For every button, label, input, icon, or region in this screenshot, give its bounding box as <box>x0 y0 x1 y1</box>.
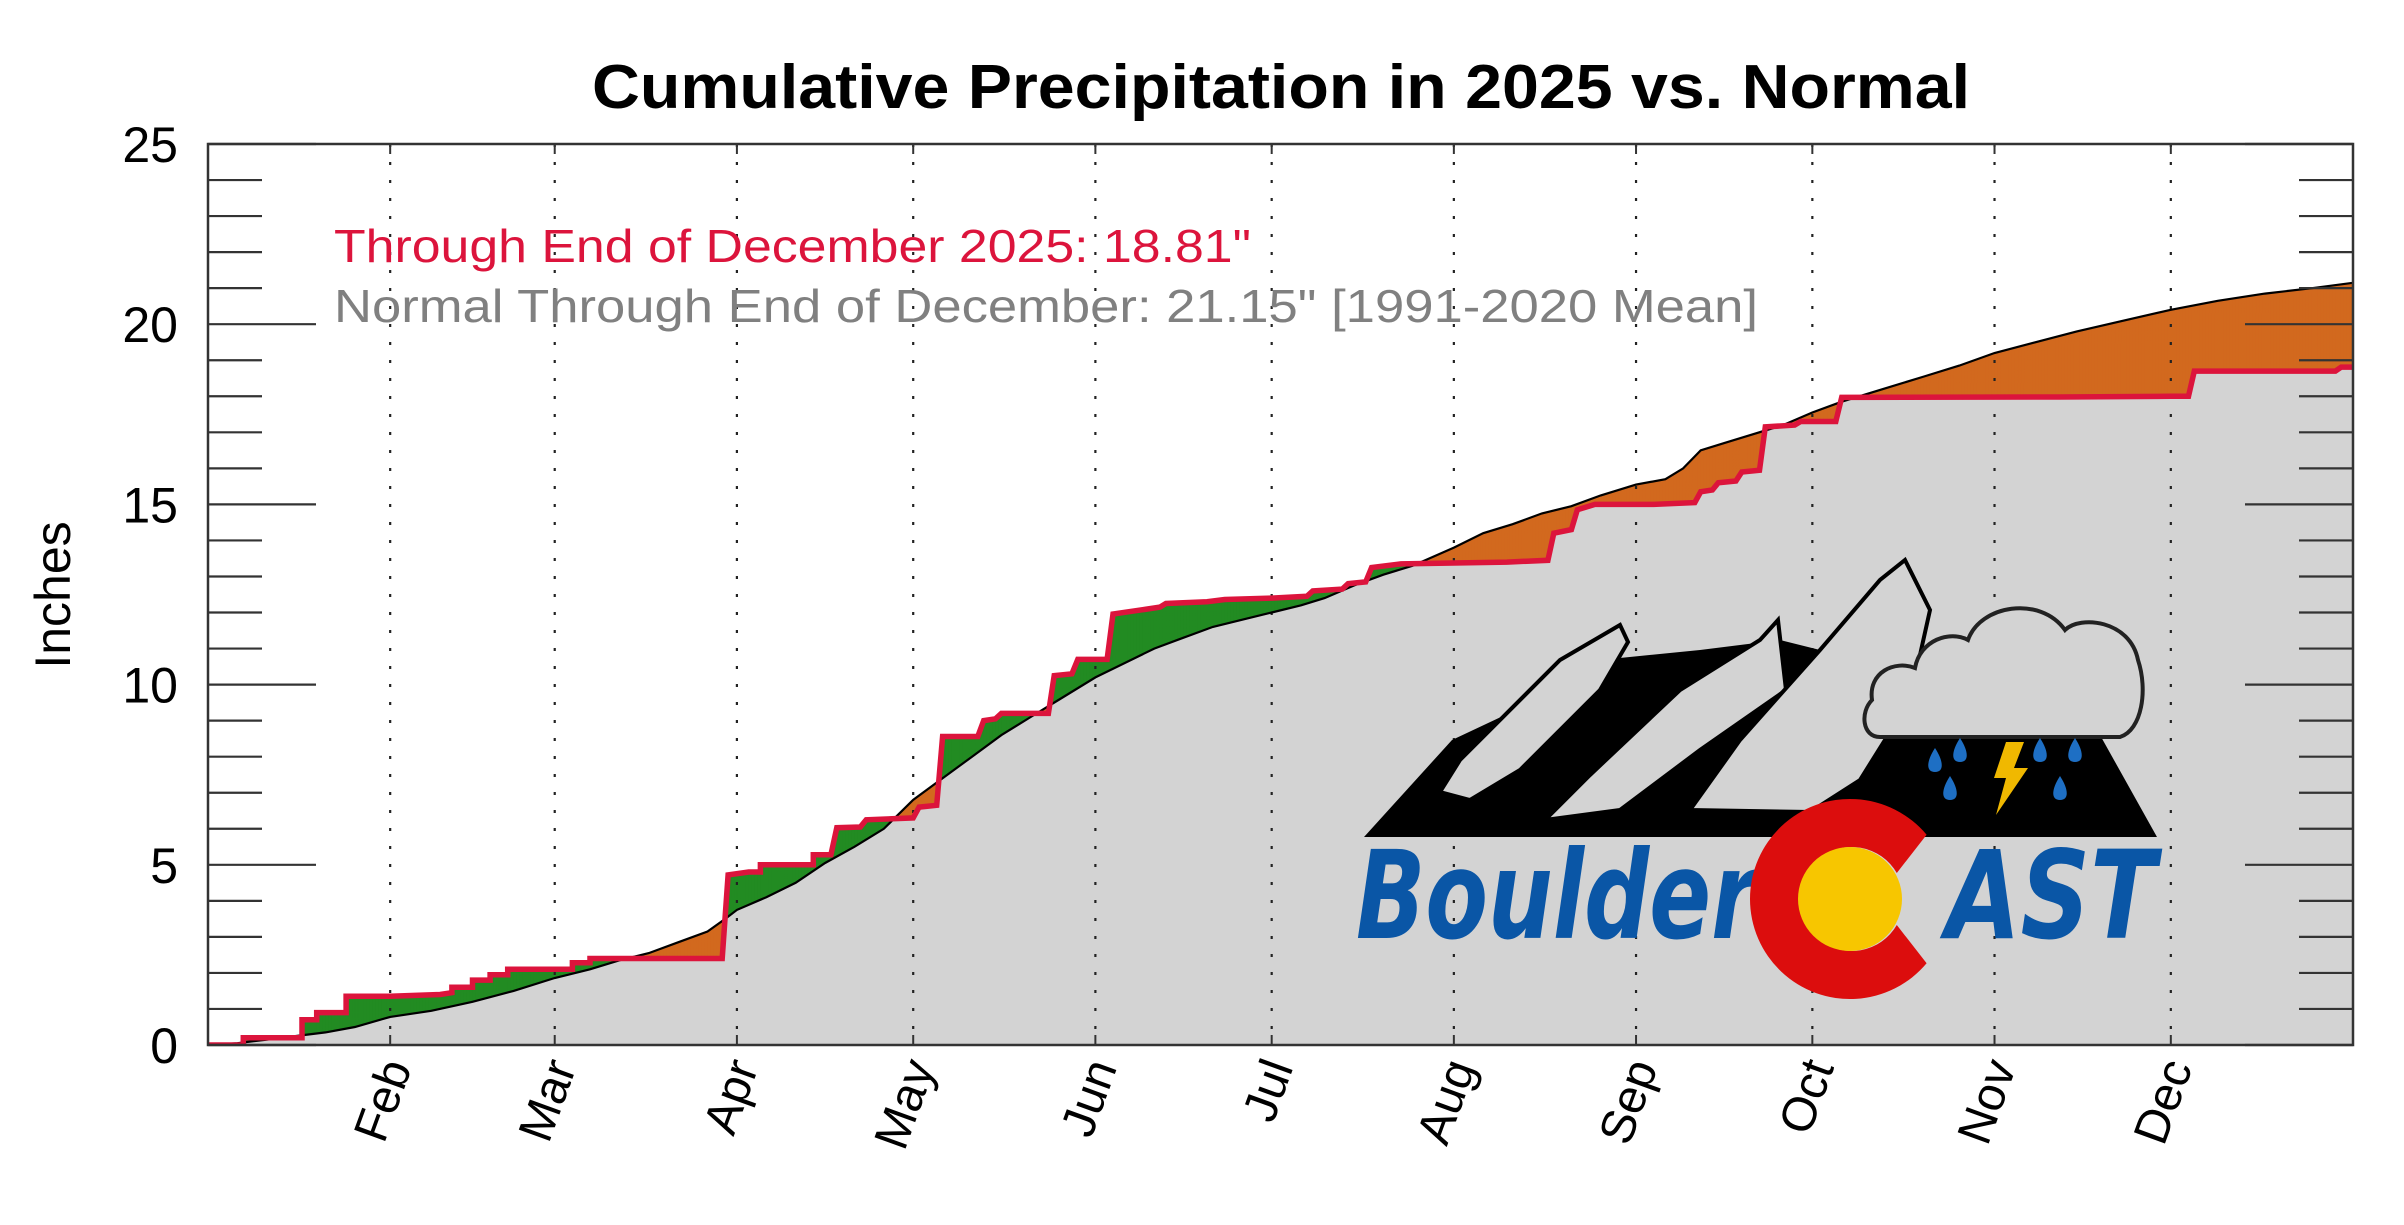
y-tick-label: 10 <box>122 658 178 714</box>
colorado-c-icon <box>1750 799 1927 999</box>
x-tick-label-apr: Apr <box>694 1053 769 1141</box>
grid-layer <box>389 144 2172 1045</box>
raindrop-icon <box>2033 738 2047 762</box>
observed-2025-line <box>208 364 2353 1045</box>
x-tick-label-may: May <box>865 1053 946 1156</box>
x-tick-label-aug: Aug <box>1407 1053 1486 1151</box>
x-tick-label-dec: Dec <box>2124 1053 2203 1151</box>
raindrop-icon <box>1928 748 1942 772</box>
storm-cloud-icon <box>1862 606 2145 739</box>
x-tick-label-mar: Mar <box>509 1053 587 1149</box>
plot-area: Boulder AST <box>208 144 2353 1045</box>
x-tick-label-nov: Nov <box>1948 1053 2027 1151</box>
x-tick-label-sep: Sep <box>1589 1053 1668 1151</box>
raindrop-icon <box>2068 738 2082 762</box>
raindrop-icon <box>1953 738 1967 762</box>
line-layer <box>208 281 2353 1045</box>
legend-observed-total: Through End of December 2025: 18.81" <box>334 220 1251 272</box>
raindrop-icon <box>1943 776 1957 800</box>
y-tick-label: 0 <box>150 1018 178 1074</box>
y-tick-label: 20 <box>122 297 178 353</box>
logo-text-boulder: Boulder <box>1356 825 1761 967</box>
x-tick-label-oct: Oct <box>1769 1053 1844 1141</box>
normal-line <box>208 281 2353 1045</box>
y-tick-label: 25 <box>122 117 178 173</box>
colorado-sun-icon <box>1798 847 1902 951</box>
bouldercast-logo: Boulder AST <box>1356 556 2163 999</box>
x-tick-label-jul: Jul <box>1233 1053 1304 1129</box>
logo-text-ast: AST <box>1940 825 2163 967</box>
legend-normal-total: Normal Through End of December: 21.15" [… <box>334 280 1758 332</box>
lightning-icon <box>1994 742 2028 815</box>
flatiron-slab-2 <box>1539 615 1789 823</box>
chart-title: Cumulative Precipitation in 2025 vs. Nor… <box>592 53 1970 122</box>
y-tick-label: 15 <box>122 477 178 533</box>
plot-frame <box>206 142 2355 1047</box>
y-tick-label: 5 <box>150 838 178 894</box>
flatiron-slab-1 <box>1436 622 1631 803</box>
x-tick-label-feb: Feb <box>344 1053 422 1149</box>
y-axis-label: Inches <box>25 521 81 668</box>
x-tick-label-jun: Jun <box>1051 1053 1127 1144</box>
raindrop-icon <box>2053 776 2067 800</box>
flatiron-slab-3 <box>1686 556 1933 815</box>
